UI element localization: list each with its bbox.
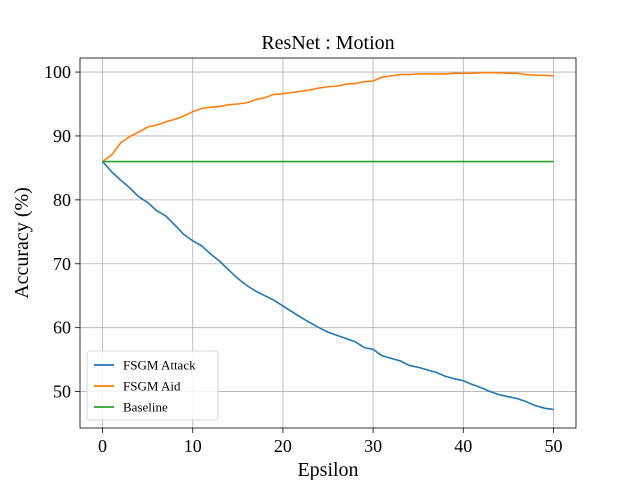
chart-title: ResNet : Motion [261, 32, 394, 54]
x-tick-label: 40 [454, 436, 472, 456]
y-tick-label: 100 [44, 62, 71, 82]
legend-label-baseline: Baseline [123, 400, 168, 415]
y-tick-label: 70 [53, 254, 71, 274]
legend: FSGM Attack FSGM Aid Baseline [86, 350, 219, 421]
ticks: 0 10 20 30 40 50 50 60 70 80 90 100 [44, 62, 562, 456]
x-tick-label: 10 [184, 436, 202, 456]
x-tick-label: 30 [364, 436, 382, 456]
series-line-fsgm-aid [102, 71, 554, 163]
plot-frame [79, 57, 577, 429]
y-axis-label: Accuracy (%) [11, 187, 33, 299]
x-axis-label: Epsilon [297, 459, 358, 480]
series-line-fsgm-attack [101, 160, 554, 411]
x-tick-label: 0 [98, 436, 107, 456]
legend-label-fsgm-aid: FSGM Aid [123, 379, 181, 394]
legend-box [86, 350, 219, 421]
series-layer [101, 71, 554, 411]
y-tick-label: 50 [53, 382, 71, 402]
legend-label-fsgm-attack: FSGM Attack [123, 358, 196, 373]
y-tick-label: 90 [53, 126, 71, 146]
x-tick-label: 20 [274, 436, 292, 456]
x-tick-label: 50 [544, 436, 562, 456]
y-tick-label: 80 [53, 190, 71, 210]
y-tick-label: 60 [53, 318, 71, 338]
